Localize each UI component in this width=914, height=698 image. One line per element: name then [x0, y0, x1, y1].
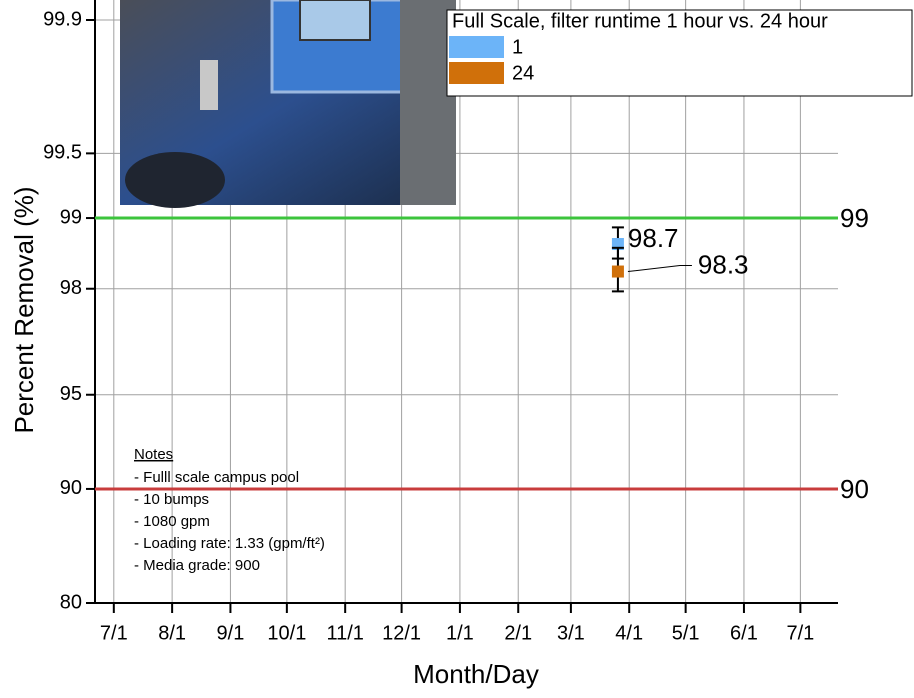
x-tick-label: 3/1 — [557, 622, 585, 644]
reference-label: 99 — [840, 203, 869, 233]
legend-swatch — [449, 62, 504, 84]
photo — [120, 0, 456, 208]
y-tick-label: 90 — [60, 477, 82, 499]
y-tick-label: 98 — [60, 277, 82, 299]
marker — [611, 265, 624, 278]
photo-filter — [200, 60, 218, 110]
y-tick-label: 99 — [60, 206, 82, 228]
x-tick-label: 2/1 — [504, 622, 532, 644]
reference-label: 90 — [840, 474, 869, 504]
x-tick-label: 10/1 — [267, 622, 306, 644]
note-line: - Media grade: 900 — [134, 557, 260, 574]
y-tick-label: 95 — [60, 383, 82, 405]
x-tick-label: 8/1 — [158, 622, 186, 644]
x-tick-label: 7/1 — [786, 622, 814, 644]
photo-pipe — [125, 152, 225, 208]
legend-box — [446, 9, 913, 97]
note-line: - Fulll scale campus pool — [134, 469, 299, 486]
note-line: - 10 bumps — [134, 491, 209, 508]
note-line: - 1080 gpm — [134, 513, 210, 530]
y-tick-label: 80 — [60, 591, 82, 613]
notes-heading: Notes — [134, 446, 173, 463]
x-tick-label: 5/1 — [672, 622, 700, 644]
legend-title: Full Scale, filter runtime 1 hour vs. 24… — [452, 10, 828, 32]
data-label: 98.7 — [628, 223, 679, 253]
data-label: 98.3 — [698, 249, 749, 279]
x-tick-label: 1/1 — [446, 622, 474, 644]
x-tick-label: 12/1 — [382, 622, 421, 644]
x-tick-label: 7/1 — [100, 622, 128, 644]
legend-label: 24 — [512, 62, 534, 84]
legend-label: 1 — [512, 36, 523, 58]
x-axis-title: Month/Day — [413, 659, 539, 689]
x-tick-label: 6/1 — [730, 622, 758, 644]
legend-swatch — [449, 36, 504, 58]
x-tick-label: 4/1 — [615, 622, 643, 644]
x-tick-label: 11/1 — [326, 622, 363, 644]
y-tick-label: 99.5 — [43, 142, 82, 164]
y-axis-title: Percent Removal (%) — [9, 186, 39, 433]
y-tick-label: 99.9 — [43, 8, 82, 30]
note-line: - Loading rate: 1.33 (gpm/ft²) — [134, 535, 325, 552]
photo-screen — [299, 0, 371, 41]
leader-line — [627, 265, 692, 273]
x-tick-label: 9/1 — [217, 622, 245, 644]
